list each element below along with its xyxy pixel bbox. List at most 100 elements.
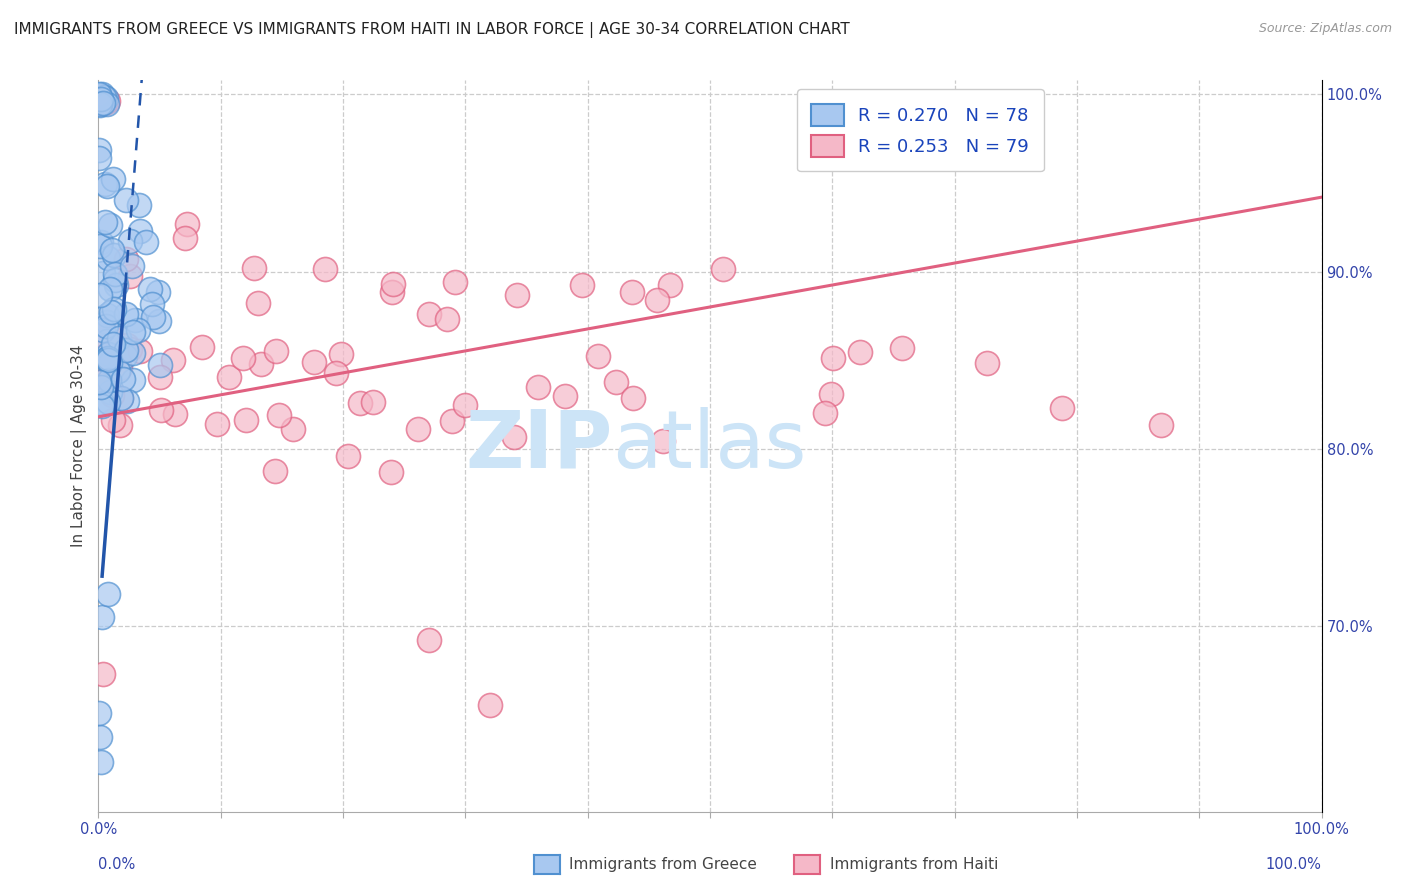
Point: [91, 666, 114, 681]
Point: [191, 340, 214, 354]
Point: [89, 326, 111, 341]
Point: [90, 380, 112, 394]
Point: [87, 375, 110, 389]
Point: [90, 755, 112, 769]
Point: [108, 361, 131, 376]
Point: [436, 312, 458, 326]
Point: [361, 394, 384, 409]
Point: [98, 282, 121, 296]
Point: [418, 308, 440, 322]
Point: [135, 235, 157, 249]
Point: [264, 344, 287, 359]
Point: [87, 87, 110, 102]
Point: [1149, 417, 1171, 432]
Point: [243, 261, 266, 276]
Text: IMMIGRANTS FROM GREECE VS IMMIGRANTS FROM HAITI IN LABOR FORCE | AGE 30-34 CORRE: IMMIGRANTS FROM GREECE VS IMMIGRANTS FRO…: [14, 22, 849, 38]
Point: [94, 91, 117, 105]
Point: [89, 239, 111, 253]
Point: [174, 230, 197, 244]
Point: [506, 287, 529, 301]
Point: [91, 324, 114, 338]
Point: [586, 350, 609, 364]
Point: [104, 273, 127, 287]
Point: [121, 373, 143, 387]
Point: [89, 731, 111, 745]
Point: [281, 422, 304, 436]
Point: [128, 198, 150, 212]
Point: [621, 285, 644, 300]
Point: [101, 336, 124, 351]
Text: 100.0%: 100.0%: [1265, 857, 1322, 871]
Y-axis label: In Labor Force | Age 30-34: In Labor Force | Age 30-34: [72, 344, 87, 548]
Point: [94, 178, 117, 192]
Point: [91, 95, 114, 110]
Point: [440, 414, 463, 428]
Legend: R = 0.270   N = 78, R = 0.253   N = 79: R = 0.270 N = 78, R = 0.253 N = 79: [797, 89, 1043, 171]
Point: [101, 387, 124, 401]
Point: [454, 398, 477, 412]
Point: [98, 218, 121, 232]
Point: [89, 97, 111, 112]
Point: [112, 343, 135, 358]
Text: Immigrants from Haiti: Immigrants from Haiti: [830, 857, 998, 871]
Point: [100, 305, 122, 319]
Point: [571, 277, 593, 292]
Point: [814, 406, 837, 420]
Point: [246, 296, 269, 310]
Point: [114, 349, 136, 363]
Point: [97, 587, 120, 601]
Point: [652, 434, 675, 448]
Point: [90, 92, 112, 106]
Point: [115, 307, 138, 321]
Point: [89, 288, 111, 302]
Point: [110, 392, 132, 406]
Point: [1050, 401, 1073, 416]
Point: [149, 358, 172, 372]
Point: [249, 357, 271, 371]
Point: [162, 352, 184, 367]
Point: [103, 301, 125, 316]
Text: 0.0%: 0.0%: [98, 857, 135, 871]
Point: [382, 277, 405, 291]
Point: [115, 338, 138, 352]
Point: [120, 234, 142, 248]
Point: [96, 352, 118, 367]
Point: [124, 312, 146, 326]
Point: [127, 323, 149, 337]
Point: [129, 224, 152, 238]
Point: [148, 370, 170, 384]
Point: [141, 310, 163, 324]
Point: [87, 87, 110, 102]
Point: [87, 151, 110, 165]
Point: [89, 97, 111, 112]
Point: [141, 297, 163, 311]
Point: [96, 315, 118, 329]
Point: [349, 396, 371, 410]
Point: [96, 376, 118, 391]
Point: [104, 267, 127, 281]
Point: [605, 375, 627, 389]
Point: [90, 96, 112, 111]
Point: [264, 464, 287, 478]
Point: [93, 215, 115, 229]
Point: [823, 351, 845, 365]
Point: [97, 95, 120, 109]
Point: [269, 408, 291, 422]
Point: [502, 430, 524, 444]
Point: [93, 95, 115, 110]
Point: [336, 449, 359, 463]
Text: Immigrants from Greece: Immigrants from Greece: [569, 857, 758, 871]
Point: [90, 322, 112, 336]
Point: [89, 706, 111, 720]
Point: [96, 319, 118, 334]
Point: [90, 235, 112, 249]
Point: [97, 349, 120, 363]
Point: [150, 402, 173, 417]
Point: [94, 348, 117, 362]
Point: [146, 285, 169, 299]
Point: [97, 352, 120, 367]
Point: [621, 391, 644, 405]
Point: [115, 343, 138, 357]
Point: [381, 285, 404, 299]
Point: [478, 698, 501, 713]
